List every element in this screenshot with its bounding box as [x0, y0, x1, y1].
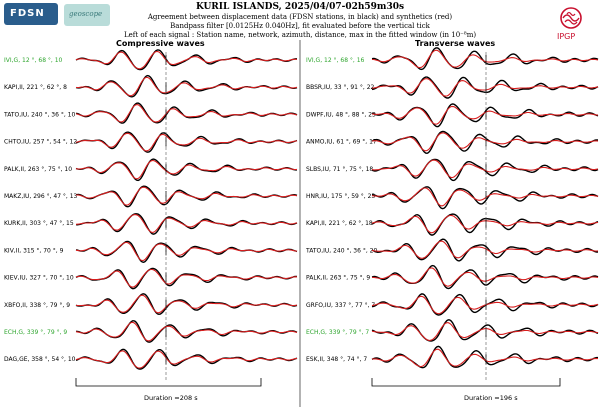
- station-label: ECH,G, 339 °, 79 °, 9: [4, 329, 67, 336]
- station-label: KAPI,II, 221 °, 62 °, 8: [4, 84, 67, 91]
- station-row: GRFO,IU, 337 °, 77 °, 7: [306, 293, 599, 316]
- ipgp-logo-text: IPGP: [557, 32, 576, 41]
- synthetic-trace: [371, 49, 599, 69]
- synthetic-trace: [371, 348, 598, 368]
- synthetic-trace: [76, 186, 298, 206]
- station-row: HNR,IU, 175 °, 59 °, 23: [306, 186, 599, 210]
- synthetic-trace: [372, 267, 599, 287]
- synthetic-trace: [75, 159, 298, 180]
- station-row: KAPI,II, 221 °, 62 °, 18: [306, 213, 599, 236]
- synthetic-trace: [75, 214, 298, 233]
- station-label: KURK,II, 303 °, 47 °, 15: [4, 220, 74, 227]
- station-row: TATO,IU, 240 °, 36 °, 10: [3, 102, 298, 124]
- data-trace: [371, 264, 599, 290]
- station-row: KIEV,IU, 327 °, 70 °, 10: [4, 267, 298, 290]
- station-row: MAKZ,IU, 296 °, 47 °, 13: [4, 185, 298, 208]
- synthetic-trace: [371, 240, 599, 259]
- ipgp-logo: IPGP: [556, 6, 586, 42]
- station-label: XBFO,II, 338 °, 79 °, 9: [4, 302, 70, 309]
- synthetic-trace: [371, 214, 599, 234]
- station-label: KIV,II, 315 °, 70 °, 9: [4, 247, 64, 254]
- synthetic-trace: [75, 50, 298, 70]
- station-label: MAKZ,IU, 296 °, 47 °, 13: [4, 193, 78, 200]
- synthetic-trace: [371, 187, 599, 207]
- station-row: CHTO,IU, 257 °, 54 °, 12: [4, 131, 298, 153]
- duration-bracket: [75, 378, 262, 387]
- page-title: KURIL ISLANDS, 2025/04/07-02h59m30s: [195, 2, 405, 12]
- synthetic-trace: [76, 76, 298, 97]
- station-row: TATO,IU, 240 °, 36 °, 20: [305, 238, 599, 262]
- station-label: PALK,II, 263 °, 75 °, 9: [306, 275, 370, 282]
- data-trace: [75, 158, 297, 182]
- synthetic-trace: [371, 159, 599, 179]
- station-row: ECH,G, 339 °, 79 °, 7: [306, 319, 599, 342]
- synthetic-trace: [371, 295, 599, 315]
- station-row: IVI,G, 12 °, 68 °, 10: [4, 49, 298, 71]
- duration-bracket: [371, 378, 561, 387]
- subtitle-filter: Bandpass filter [0.0125Hz 0.040Hz], fit …: [170, 22, 430, 30]
- synthetic-trace: [75, 268, 298, 288]
- data-trace: [371, 319, 599, 342]
- station-label: HNR,IU, 175 °, 59 °, 23: [306, 193, 375, 200]
- synthetic-trace: [75, 241, 298, 262]
- station-row: PALK,II, 263 °, 75 °, 10: [4, 158, 298, 182]
- synthetic-trace: [75, 104, 298, 123]
- station-label: BBSR,IU, 33 °, 91 °, 22: [306, 84, 375, 91]
- station-label: DAG,GE, 358 °, 54 °, 10: [4, 356, 76, 363]
- station-label: TATO,IU, 240 °, 36 °, 20: [305, 247, 377, 254]
- data-trace: [75, 267, 297, 290]
- station-label: IVI,G, 12 °, 68 °, 10: [4, 57, 63, 64]
- geoscope-logo: geoscope: [64, 4, 110, 26]
- station-label: ESK,II, 348 °, 74 °, 7: [306, 356, 367, 363]
- geoscope-logo-text: geoscope: [69, 10, 103, 18]
- station-row: ANMO,IU, 61 °, 69 °, 17: [306, 130, 599, 155]
- subtitle-agreement: Agreement between displacement data (FDS…: [147, 13, 453, 21]
- subtitle-legend: Left of each signal : Station name, netw…: [123, 31, 477, 39]
- station-row: PALK,II, 263 °, 75 °, 9: [306, 264, 599, 290]
- station-row: KAPI,II, 221 °, 62 °, 8: [4, 74, 298, 98]
- station-row: ECH,G, 339 °, 79 °, 9: [4, 320, 298, 343]
- station-row: SLBS,IU, 71 °, 75 °, 18: [306, 158, 599, 182]
- station-row: ESK,II, 348 °, 74 °, 7: [306, 345, 598, 369]
- data-trace: [371, 213, 599, 236]
- data-trace: [75, 320, 298, 343]
- station-label: CHTO,IU, 257 °, 54 °, 12: [4, 139, 77, 146]
- synthetic-trace: [75, 321, 298, 342]
- synthetic-trace: [371, 132, 599, 152]
- synthetic-trace: [75, 132, 298, 152]
- synthetic-trace: [371, 322, 599, 341]
- station-row: KURK,II, 303 °, 47 °, 15: [4, 213, 298, 235]
- station-label: IVI,G, 12 °, 68 °, 16: [306, 57, 365, 64]
- station-label: PALK,II, 263 °, 75 °, 10: [4, 166, 72, 173]
- transverse-column-title: Transverse waves: [415, 39, 496, 48]
- synthetic-trace: [371, 105, 599, 125]
- compressive-column-title: Compressive waves: [116, 39, 205, 48]
- station-row: DWPF,IU, 48 °, 88 °, 23: [306, 103, 599, 128]
- station-label: ECH,G, 339 °, 79 °, 7: [306, 329, 369, 336]
- synthetic-trace: [75, 294, 298, 314]
- station-label: GRFO,IU, 337 °, 77 °, 7: [306, 302, 375, 309]
- station-label: DWPF,IU, 48 °, 88 °, 23: [306, 111, 376, 118]
- compressive-duration: Duration =208 s: [144, 394, 198, 402]
- station-row: KIV,II, 315 °, 70 °, 9: [4, 240, 298, 264]
- synthetic-trace: [75, 350, 298, 369]
- fdsn-logo: FDSN: [4, 3, 58, 25]
- station-label: SLBS,IU, 71 °, 75 °, 18: [306, 166, 373, 173]
- synthetic-trace: [371, 78, 599, 97]
- station-row: IVI,G, 12 °, 68 °, 16: [306, 47, 599, 71]
- station-label: KAPI,II, 221 °, 62 °, 18: [306, 220, 373, 227]
- ipgp-emblem-icon: [560, 7, 582, 29]
- station-row: BBSR,IU, 33 °, 91 °, 22: [306, 76, 599, 99]
- station-row: DAG,GE, 358 °, 54 °, 10: [4, 348, 298, 370]
- transverse-duration: Duration =196 s: [464, 394, 518, 402]
- station-label: KIEV,IU, 327 °, 70 °, 10: [4, 275, 74, 282]
- station-row: XBFO,II, 338 °, 79 °, 9: [4, 293, 298, 316]
- station-label: TATO,IU, 240 °, 36 °, 10: [3, 111, 75, 118]
- station-label: ANMO,IU, 61 °, 69 °, 17: [306, 139, 377, 146]
- fdsn-logo-text: FDSN: [10, 8, 45, 19]
